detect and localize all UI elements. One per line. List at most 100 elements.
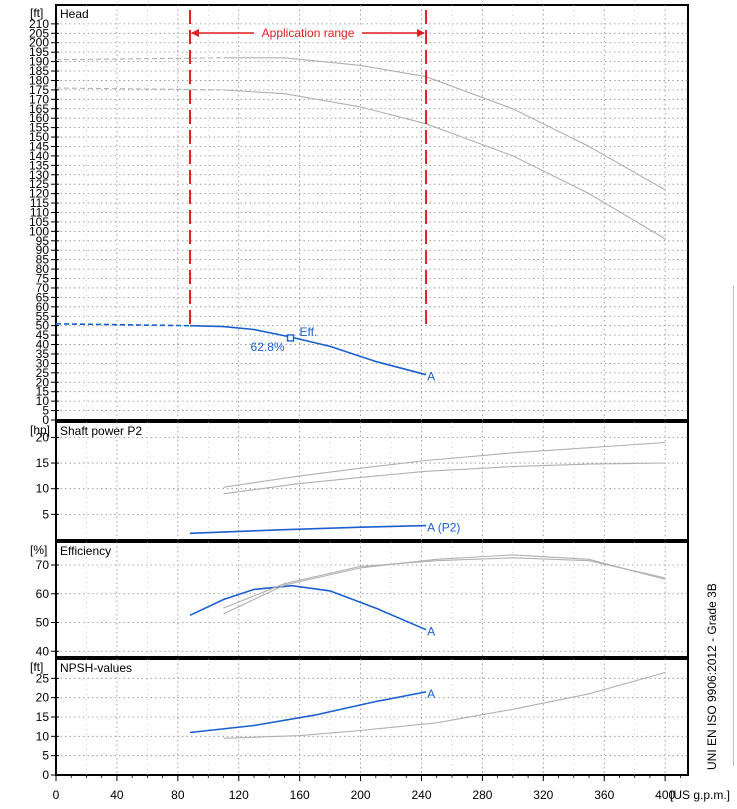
y-tick-label: 140 <box>29 149 49 163</box>
arrow-head-left <box>191 29 200 37</box>
duty-curve <box>55 323 191 327</box>
y-tick-label: 170 <box>29 92 49 106</box>
y-tick-label: 10 <box>36 482 50 496</box>
y-tick-label: 30 <box>36 356 50 370</box>
y-tick-label: 175 <box>29 83 49 97</box>
panel-title: Shaft power P2 <box>60 424 142 438</box>
y-tick-label: 65 <box>36 290 50 304</box>
y-tick-label: 130 <box>29 168 49 182</box>
reference-curve <box>223 462 666 495</box>
end-point-label: A <box>427 687 435 701</box>
y-tick-label: 85 <box>36 253 50 267</box>
reference-curve <box>223 671 666 739</box>
x-tick-label: 0 <box>53 788 60 802</box>
y-tick-label: 45 <box>36 328 50 342</box>
y-tick-label: 40 <box>36 338 50 352</box>
reference-curve <box>223 441 666 488</box>
x-tick-label: 120 <box>229 788 249 802</box>
y-tick-label: 15 <box>36 385 50 399</box>
duty-curve <box>189 584 427 631</box>
y-tick-label: 40 <box>36 644 50 658</box>
y-tick-label: 165 <box>29 102 49 116</box>
y-unit-label: [hp] <box>30 423 50 437</box>
label-backing <box>254 25 363 39</box>
y-tick-label: 20 <box>36 691 50 705</box>
y-tick-label: 100 <box>29 224 49 238</box>
y-tick-label: 50 <box>36 616 50 630</box>
y-tick-label: 195 <box>29 45 49 59</box>
reference-curve <box>223 557 666 609</box>
y-tick-label: 35 <box>36 347 50 361</box>
end-point-label: A <box>427 625 435 639</box>
y-unit-label: [ft] <box>30 6 43 20</box>
end-point-label: A (P2) <box>427 521 460 535</box>
reference-curve <box>55 87 224 91</box>
x-tick-label: 360 <box>594 788 614 802</box>
y-tick-label: 5 <box>42 749 49 763</box>
duty-curve <box>189 524 427 535</box>
duty-curve <box>189 691 427 734</box>
application-range-label: Application range <box>262 26 355 40</box>
y-tick-label: 0 <box>42 413 49 427</box>
plot-frame <box>55 541 689 658</box>
x-tick-label: 240 <box>411 788 431 802</box>
y-tick-label: 145 <box>29 139 49 153</box>
x-tick-label: 200 <box>351 788 371 802</box>
y-tick-label: 60 <box>36 300 50 314</box>
y-tick-label: 160 <box>29 111 49 125</box>
reference-curve <box>223 89 666 240</box>
efficiency-marker-label: Eff. <box>300 325 318 339</box>
reference-curve <box>55 57 224 61</box>
y-tick-label: 135 <box>29 158 49 172</box>
y-tick-label: 70 <box>36 281 50 295</box>
y-tick-label: 155 <box>29 121 49 135</box>
y-tick-label: 0 <box>42 768 49 782</box>
y-tick-label: 25 <box>36 366 50 380</box>
x-tick-label: 80 <box>171 788 185 802</box>
y-tick-label: 190 <box>29 55 49 69</box>
y-tick-label: 185 <box>29 64 49 78</box>
y-unit-label: [ft] <box>30 660 43 674</box>
y-tick-label: 5 <box>42 404 49 418</box>
y-tick-label: 20 <box>36 430 50 444</box>
y-tick-label: 10 <box>36 729 50 743</box>
y-tick-label: 20 <box>36 375 50 389</box>
y-tick-label: 200 <box>29 36 49 50</box>
efficiency-marker <box>286 334 295 342</box>
y-tick-label: 150 <box>29 130 49 144</box>
y-tick-label: 205 <box>29 26 49 40</box>
x-axis-unit-label: [US g.p.m.] <box>670 788 730 802</box>
y-tick-label: 125 <box>29 177 49 191</box>
y-tick-label: 5 <box>42 507 49 521</box>
y-tick-label: 15 <box>36 456 50 470</box>
y-tick-label: 120 <box>29 187 49 201</box>
x-tick-label: 320 <box>533 788 553 802</box>
y-tick-label: 25 <box>36 671 50 685</box>
end-point-label: A <box>427 370 435 384</box>
panel-title: NPSH-values <box>60 661 132 675</box>
y-tick-label: 50 <box>36 319 50 333</box>
y-tick-label: 60 <box>36 587 50 601</box>
y-tick-label: 105 <box>29 215 49 229</box>
x-tick-label: 40 <box>110 788 124 802</box>
panel-title: Head <box>60 7 89 21</box>
y-unit-label: [%] <box>30 543 47 557</box>
y-tick-label: 15 <box>36 710 50 724</box>
x-tick-label: 160 <box>290 788 310 802</box>
y-tick-label: 110 <box>30 206 49 220</box>
plot-frame <box>55 421 689 541</box>
arrow-head-right <box>417 29 426 37</box>
reference-curve <box>223 554 666 615</box>
reference-curve <box>223 57 666 191</box>
y-tick-label: 70 <box>36 558 50 572</box>
x-tick-label: 400 <box>655 788 675 802</box>
y-tick-label: 90 <box>36 243 50 257</box>
y-tick-label: 95 <box>36 234 50 248</box>
y-tick-label: 75 <box>36 272 50 286</box>
efficiency-value-label: 62.8% <box>251 340 285 354</box>
y-tick-label: 55 <box>36 309 50 323</box>
x-tick-label: 280 <box>472 788 492 802</box>
panel-title: Efficiency <box>60 544 111 558</box>
y-tick-label: 80 <box>36 262 50 276</box>
